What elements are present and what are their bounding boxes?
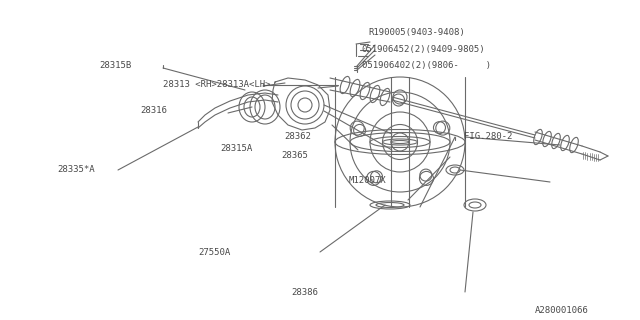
Text: R190005(9403-9408): R190005(9403-9408): [368, 28, 465, 36]
Text: 28386: 28386: [291, 288, 318, 297]
Text: 28365: 28365: [282, 151, 308, 160]
Text: 28316: 28316: [141, 106, 168, 115]
Text: 051906402(2)(9806-     ): 051906402(2)(9806- ): [362, 61, 491, 70]
Text: 051906452(2)(9409-9805): 051906452(2)(9409-9805): [362, 45, 485, 54]
Text: 28335*A: 28335*A: [58, 165, 95, 174]
Text: M12007X: M12007X: [349, 176, 387, 185]
Text: A280001066: A280001066: [534, 306, 588, 315]
Text: 28315A: 28315A: [221, 144, 253, 153]
Text: 28362: 28362: [285, 132, 312, 140]
Text: 28315B: 28315B: [99, 61, 131, 70]
Text: 27550A: 27550A: [198, 248, 230, 257]
Text: FIG.280-2: FIG.280-2: [464, 132, 513, 140]
Text: 28313 <RH>28313A<LH>: 28313 <RH>28313A<LH>: [163, 80, 271, 89]
